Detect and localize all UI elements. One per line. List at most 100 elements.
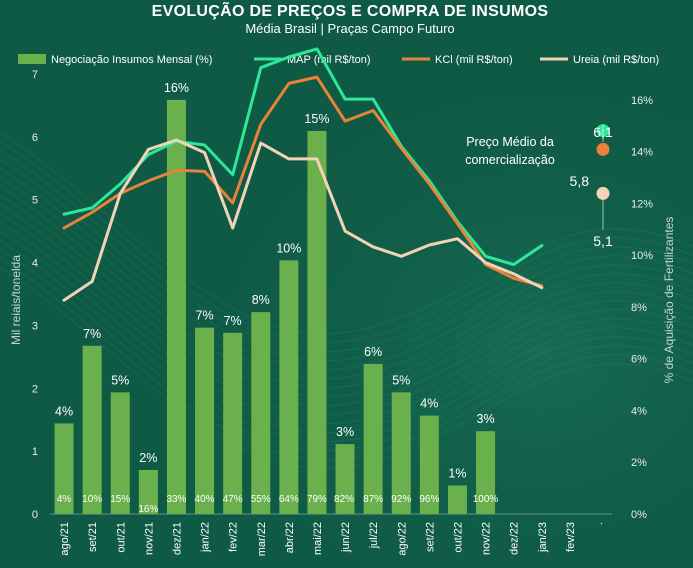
y-tick-label-1: 1	[32, 446, 38, 458]
bar-series	[54, 99, 496, 515]
bar-3	[138, 470, 158, 514]
decorative-curve-7	[0, 194, 693, 398]
decorative-curve-13	[0, 248, 693, 452]
bar-value-label-9: 15%	[304, 112, 329, 126]
x-tick-label-10: jun/22	[340, 522, 352, 553]
y2-tick-label-0: 0%	[631, 509, 647, 521]
chart-title: EVOLUÇÃO DE PREÇOS E COMPRA DE INSUMOS	[152, 0, 549, 20]
decorative-curve-11	[0, 230, 693, 434]
bar-14	[447, 485, 467, 514]
decorative-curve-3	[0, 158, 693, 362]
legend-label-2: KCl (mil R$/ton)	[435, 54, 513, 66]
cumulative-label-9: 79%	[307, 494, 327, 505]
bar-value-label-0: 4%	[55, 404, 73, 418]
y2-tick-label-1: 2%	[631, 457, 647, 469]
x-tick-label-1: set/21	[87, 522, 99, 552]
x-tick-label-0: ago/21	[59, 522, 71, 556]
cumulative-label-2: 15%	[110, 494, 130, 505]
annotation-value-2: 5,1	[593, 233, 613, 249]
average-price-annotation: Preço Médio da comercialização 6,15,85,1	[465, 124, 613, 249]
x-tick-label-13: set/22	[424, 522, 436, 552]
bar-15	[476, 431, 496, 514]
decorative-curve-0	[0, 131, 693, 335]
bar-6	[223, 332, 243, 514]
legend-label-1: MAP (mil R$/ton)	[287, 54, 371, 66]
x-tick-label-7: mar/22	[256, 522, 268, 556]
line-series	[62, 47, 544, 302]
y2-tick-label-8: 16%	[631, 95, 653, 107]
decorative-curve-12	[0, 239, 693, 443]
decorative-curve-10	[0, 221, 693, 425]
decorative-curve-15	[0, 266, 693, 470]
bar-value-label-5: 7%	[196, 309, 214, 323]
x-tick-label-11: jul/22	[368, 522, 380, 549]
bar-value-label-8: 10%	[276, 241, 301, 255]
y2-axis-title: % de Aquisição de Fertilizantes	[662, 217, 676, 384]
bar-value-labels: 4% 4% 7% 10% 5% 15% 2% 16% 16% 33% 7% 40% 7% 47% 8% 55%…	[55, 81, 498, 515]
x-tick-label-6: fev/22	[228, 522, 240, 552]
cumulative-label-8: 64%	[279, 494, 299, 505]
bar-value-label-7: 8%	[252, 293, 270, 307]
x-tick-label-9: mai/22	[312, 522, 324, 555]
bar-12	[391, 392, 411, 514]
cumulative-label-10: 82%	[334, 494, 354, 505]
legend: Negociação Insumos Mensal (%) MAP (mil R$…	[18, 54, 659, 66]
bar-value-label-4: 16%	[164, 81, 189, 95]
y-axis-left: 0 1 2 3 4 5 6 7	[32, 69, 38, 521]
y-tick-label-6: 6	[32, 132, 38, 144]
bar-7	[251, 312, 271, 514]
bar-value-label-10: 3%	[336, 425, 354, 439]
y-tick-label-4: 4	[32, 258, 38, 270]
x-tick-label-2: out/21	[115, 522, 127, 553]
y-axis-title: Mil reiais/tonelda	[9, 255, 23, 345]
x-tick-label-3: nov/21	[143, 522, 155, 555]
y-tick-label-5: 5	[32, 195, 38, 207]
bar-value-label-1: 7%	[83, 327, 101, 341]
y-axis-right: 0% 2% 4% 6% 8% 10% 12% 14% 16%	[631, 95, 653, 521]
bar-value-label-12: 5%	[392, 373, 410, 387]
bar-11	[363, 363, 383, 514]
bar-value-label-2: 5%	[111, 373, 129, 387]
cumulative-label-12: 92%	[391, 494, 411, 505]
y-tick-label-0: 0	[32, 509, 38, 521]
cumulative-label-4: 33%	[166, 494, 186, 505]
x-tick-label-5: jan/22	[200, 522, 212, 553]
bar-13	[419, 415, 439, 514]
series-line-2	[62, 138, 544, 302]
y2-tick-label-7: 14%	[631, 147, 653, 159]
annotation-line2: comercialização	[465, 153, 555, 167]
y2-tick-label-2: 4%	[631, 405, 647, 417]
bar-value-label-13: 4%	[420, 397, 438, 411]
y2-tick-label-3: 6%	[631, 354, 647, 366]
y-tick-label-3: 3	[32, 320, 38, 332]
chart-subtitle: Média Brasil | Praças Campo Futuro	[245, 21, 454, 36]
x-tick-label-18: fev/23	[565, 522, 577, 552]
cumulative-label-6: 47%	[223, 494, 243, 505]
bar-10	[335, 444, 355, 514]
bar-value-label-15: 3%	[477, 412, 495, 426]
y2-tick-label-6: 12%	[631, 198, 653, 210]
cumulative-label-15: 100%	[473, 494, 499, 505]
annotation-line1: Preço Médio da	[466, 135, 554, 149]
bar-value-label-14: 1%	[448, 467, 466, 481]
legend-swatch-0	[18, 54, 46, 64]
annotation-point-1	[596, 142, 610, 156]
bar-2	[110, 392, 130, 514]
x-tick-label-12: ago/22	[396, 522, 408, 556]
cumulative-label-13: 96%	[419, 494, 439, 505]
cumulative-label-7: 55%	[251, 494, 271, 505]
bar-1	[82, 345, 102, 514]
series-line-1	[62, 75, 544, 288]
x-tick-label-19: .	[593, 522, 605, 525]
legend-label-3: Ureia (mil R$/ton)	[573, 54, 659, 66]
decorative-curve-14	[0, 257, 693, 461]
x-tick-label-16: dez/22	[509, 522, 521, 555]
decorative-curve-4	[0, 167, 693, 371]
y-tick-label-2: 2	[32, 383, 38, 395]
decorative-curve-2	[0, 149, 693, 353]
cumulative-label-11: 87%	[363, 494, 383, 505]
decorative-curve-8	[0, 203, 693, 407]
decorative-curve-1	[0, 140, 693, 344]
decorative-curve-9	[0, 212, 693, 416]
y-tick-label-7: 7	[32, 69, 38, 81]
